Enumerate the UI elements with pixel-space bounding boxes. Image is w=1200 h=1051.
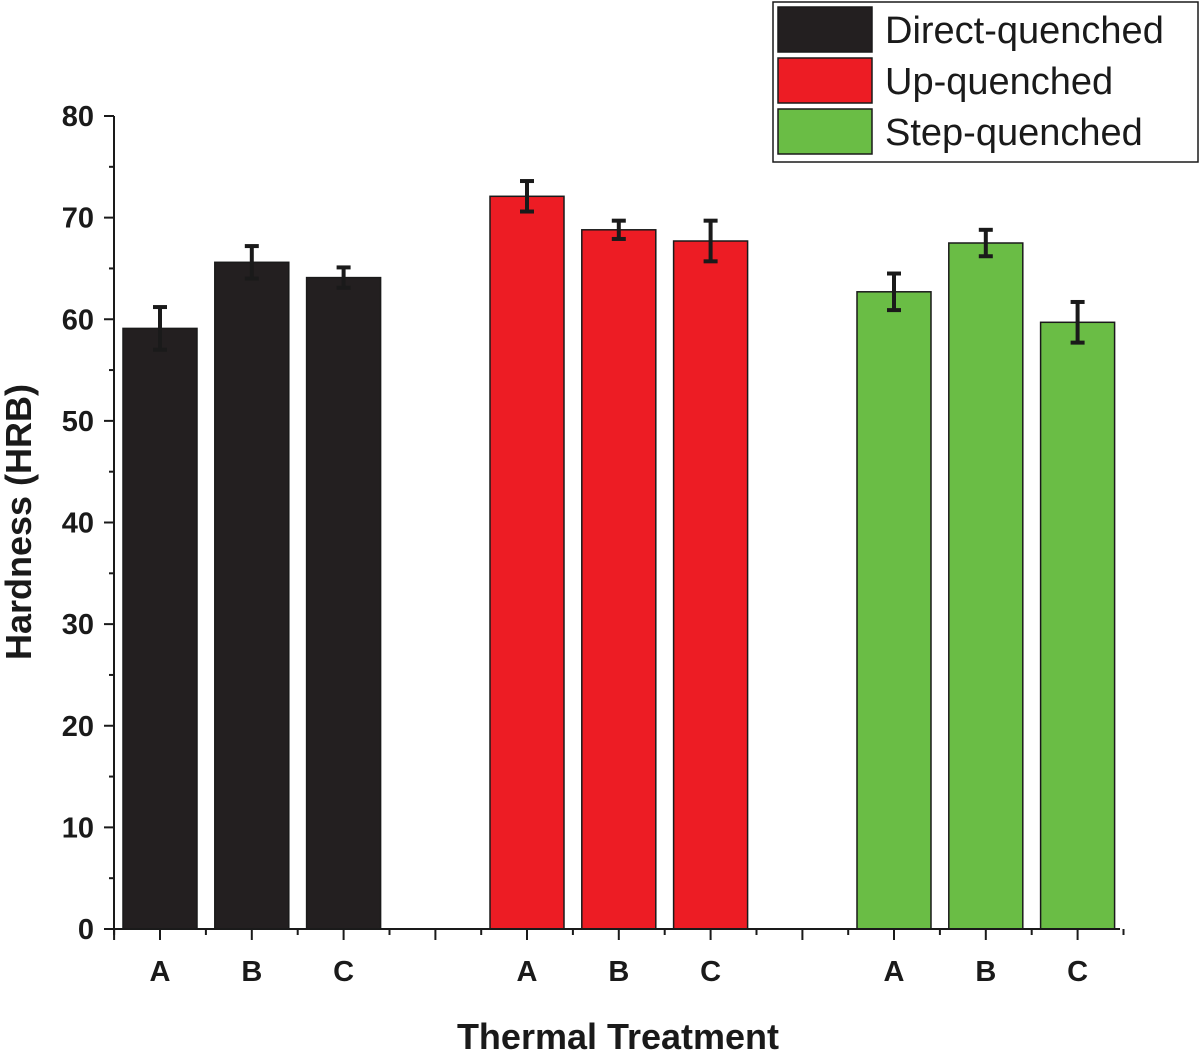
y-tick-label: 30 bbox=[62, 609, 94, 641]
bar-direct-quenched-c bbox=[305, 276, 382, 930]
y-tick-label: 50 bbox=[62, 406, 94, 438]
error-bar bbox=[336, 265, 351, 290]
legend-item: Step-quenched bbox=[777, 108, 1143, 155]
legend-item: Direct-quenched bbox=[777, 6, 1164, 53]
y-tick-label: 20 bbox=[62, 711, 94, 743]
bar-up-quenched-a bbox=[489, 195, 565, 930]
y-tick-label: 10 bbox=[62, 812, 94, 844]
error-bar bbox=[153, 305, 167, 352]
x-axis-title: Thermal Treatment bbox=[457, 1016, 779, 1051]
y-tick-label: 60 bbox=[62, 304, 94, 336]
x-tick-label: C bbox=[1067, 956, 1088, 988]
legend-swatch bbox=[777, 6, 873, 53]
series-up-quenched bbox=[489, 179, 749, 930]
legend-swatch bbox=[777, 57, 873, 104]
legend-label: Direct-quenched bbox=[885, 10, 1164, 52]
error-bar bbox=[520, 179, 534, 214]
x-tick-label: C bbox=[700, 956, 721, 988]
x-tick-label: A bbox=[150, 956, 171, 988]
error-bar bbox=[978, 227, 993, 259]
bar-up-quenched-b bbox=[581, 229, 657, 930]
bar-direct-quenched-b bbox=[214, 261, 290, 930]
x-tick-label: B bbox=[608, 956, 629, 988]
legend: Direct-quenched Up-quenched Step-quenched bbox=[772, 1, 1199, 163]
legend-item: Up-quenched bbox=[777, 57, 1113, 104]
y-tick-label: 80 bbox=[62, 101, 94, 133]
legend-swatch bbox=[777, 108, 873, 155]
y-tick-label: 40 bbox=[62, 508, 94, 540]
series-direct-quenched bbox=[122, 244, 382, 930]
x-tick-label: B bbox=[241, 956, 262, 988]
legend-label: Up-quenched bbox=[885, 61, 1113, 103]
y-tick-label: 70 bbox=[62, 203, 94, 235]
y-axis-title: Hardness (HRB) bbox=[0, 384, 39, 660]
error-bar bbox=[1070, 299, 1085, 345]
bar-direct-quenched-a bbox=[122, 327, 198, 930]
bar-step-quenched-a bbox=[856, 291, 932, 930]
error-bar bbox=[703, 218, 718, 264]
bar-up-quenched-c bbox=[672, 240, 749, 930]
bar-step-quenched-c bbox=[1039, 321, 1116, 930]
x-tick-label: A bbox=[884, 956, 905, 988]
x-tick-label: A bbox=[517, 956, 538, 988]
error-bar bbox=[244, 244, 259, 281]
bar-step-quenched-b bbox=[948, 242, 1024, 930]
y-tick-label: 0 bbox=[78, 914, 94, 946]
x-tick-label: B bbox=[975, 956, 996, 988]
legend-label: Step-quenched bbox=[885, 112, 1143, 154]
error-bar bbox=[611, 218, 626, 241]
series-step-quenched bbox=[856, 227, 1116, 930]
x-tick-label: C bbox=[333, 956, 354, 988]
error-bar bbox=[887, 271, 901, 313]
